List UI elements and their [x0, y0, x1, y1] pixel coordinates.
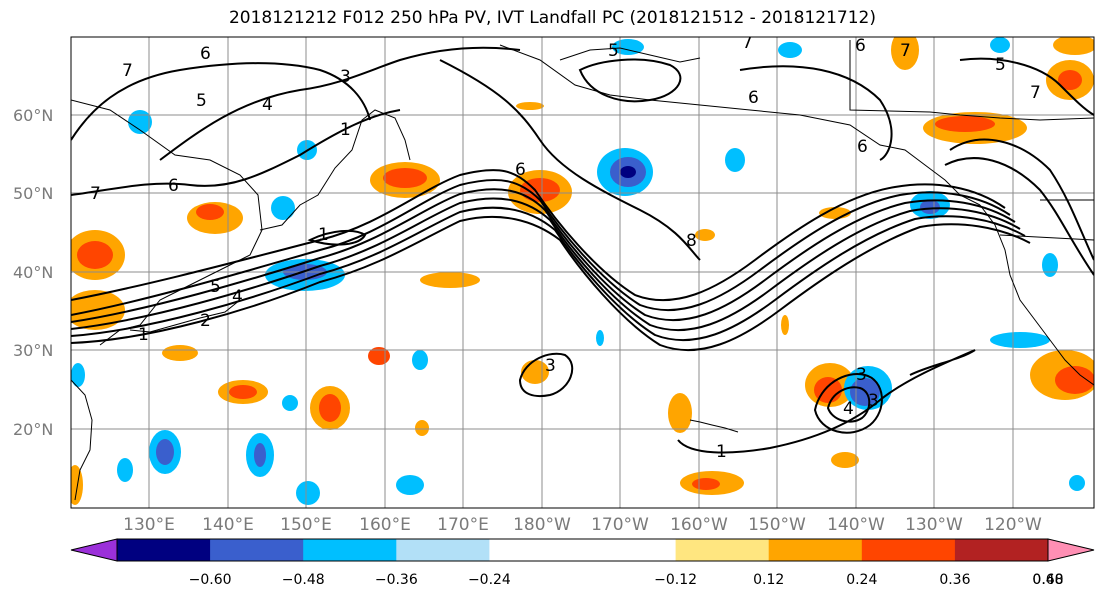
contour-label: 6	[200, 44, 211, 64]
map-title: 2018121212 F012 250 hPa PV, IVT Landfall…	[228, 8, 876, 28]
colorbar-tick-label: 0.36	[939, 572, 970, 588]
contour-label: 7	[900, 41, 911, 61]
contour-label: 3	[868, 391, 879, 411]
contour-label: 5	[995, 55, 1006, 75]
contour-label: 1	[318, 225, 329, 245]
contour-label: 1	[716, 442, 727, 462]
contour-label: 6	[168, 176, 179, 196]
pv-contours	[71, 46, 1094, 454]
colorbar-segment	[675, 539, 770, 561]
contour-label: 1	[340, 120, 351, 140]
lon-label: 140°W	[827, 515, 885, 535]
lon-label: 180°W	[513, 515, 571, 535]
colorbar-frame	[116, 538, 1049, 562]
colorbar-segment	[954, 539, 1049, 561]
colorbar	[70, 538, 1095, 562]
contour-label: 4	[262, 95, 273, 115]
contour-label: 7	[1030, 83, 1041, 103]
contour-label: 4	[843, 399, 854, 419]
colorbar-tick-label: −0.60	[189, 572, 232, 588]
colorbar-segment	[768, 539, 863, 561]
colorbar-tick-label: 0.12	[753, 572, 784, 588]
colorbar-tick-label: 0.24	[846, 572, 877, 588]
contour-label: 3	[545, 356, 556, 376]
colorbar-tick-label: −0.36	[375, 572, 418, 588]
lon-label: 140°E	[202, 515, 254, 535]
contour-label: 7	[122, 61, 133, 81]
contour-label: 3	[340, 67, 351, 87]
colorbar-segment	[489, 539, 583, 561]
longitude-labels: 130°E 140°E 150°E 160°E 170°E 180°W 170°…	[123, 515, 1042, 535]
lon-label: 170°W	[591, 515, 649, 535]
lon-label: 150°E	[280, 515, 332, 535]
colorbar-tick-label: 0.60	[1032, 572, 1063, 588]
lat-label: 40°N	[13, 263, 53, 282]
lon-label: 170°E	[437, 515, 489, 535]
contour-label: 2	[200, 311, 211, 331]
colorbar-tick-labels: −0.60 −0.48 −0.36 −0.24 −0.12 0.12 0.24 0.36 0.4…	[189, 572, 1064, 588]
contour-label: 3	[856, 365, 867, 385]
colorbar-tick-label: −0.48	[282, 572, 325, 588]
colorbar-segment	[396, 539, 490, 561]
contour-label: 5	[196, 91, 207, 111]
lon-label: 130°E	[123, 515, 175, 535]
colorbar-segment	[582, 539, 677, 561]
contour-label: 7	[90, 184, 101, 204]
lat-label: 30°N	[13, 341, 53, 360]
lon-label: 150°W	[748, 515, 806, 535]
contour-label: 6	[515, 160, 526, 180]
colorbar-segment	[861, 539, 956, 561]
colorbar-extend-low	[70, 538, 118, 562]
contour-label: 7	[742, 33, 753, 53]
lat-label: 50°N	[13, 184, 53, 203]
colorbar-extend-high	[1047, 538, 1095, 562]
lon-label: 120°W	[984, 515, 1042, 535]
colorbar-tick-label: 0.48	[1032, 572, 1063, 588]
contour-label: 6	[857, 137, 868, 157]
contour-label: 4	[232, 287, 243, 307]
colorbar-tick-label: −0.24	[468, 572, 511, 588]
latitude-labels: 60°N 50°N 40°N 30°N 20°N	[13, 106, 53, 439]
contour-label: 1	[138, 325, 149, 345]
colorbar-tick-label: −0.12	[654, 572, 697, 588]
contour-label: 6	[748, 88, 759, 108]
lat-label: 60°N	[13, 106, 53, 125]
colorbar-segment	[303, 539, 397, 561]
lon-label: 160°E	[359, 515, 411, 535]
map-frame	[70, 36, 1095, 509]
contour-label: 8	[686, 231, 697, 251]
lon-label: 130°W	[905, 515, 963, 535]
contour-labels: 7 6 5 3 4 7 7 6 5 6 7 6 5 4 1 2 6 8 1 7 …	[90, 33, 1041, 462]
contour-label: 5	[210, 277, 221, 297]
lat-label: 20°N	[13, 420, 53, 439]
colorbar-segment	[117, 539, 211, 561]
lon-label: 160°W	[670, 515, 728, 535]
contour-label: 6	[855, 36, 866, 56]
colorbar-segment	[210, 539, 304, 561]
contour-label: 5	[608, 41, 619, 61]
